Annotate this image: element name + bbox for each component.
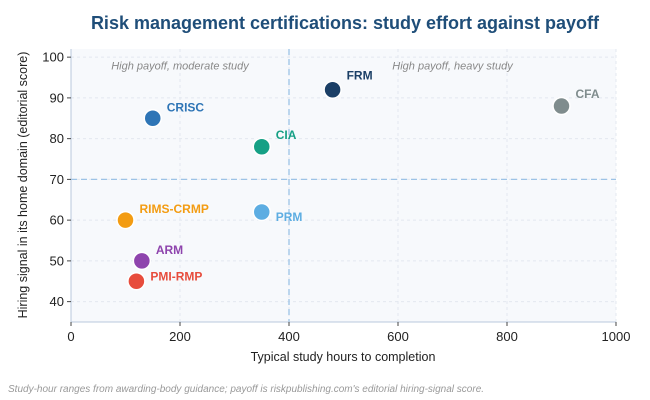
point-rims-crmp: [116, 210, 135, 230]
point-label-cfa: CFA: [576, 87, 600, 101]
point-label-arm: ARM: [156, 243, 183, 257]
x-tick-label: 800: [496, 329, 518, 344]
x-tick-label: 600: [387, 329, 409, 344]
point-label-crisc: CRISC: [167, 100, 205, 114]
point-frm: [323, 80, 342, 99]
x-tick-label: 0: [67, 329, 74, 344]
y-axis-title: Hiring signal in its home domain (editor…: [16, 52, 30, 319]
x-axis-title: Typical study hours to completion: [251, 350, 436, 364]
annotations: High payoff, moderate study High payoff, …: [111, 60, 514, 72]
point-label-pmi-rmp: PMI-RMP: [150, 269, 202, 283]
x-tick-label: 1000: [602, 329, 631, 344]
point-label-cia: CIA: [276, 128, 297, 142]
point-label-rims-crmp: RIMS-CRMP: [140, 202, 209, 216]
point-crisc: [143, 109, 162, 128]
y-tick-label: 40: [50, 294, 64, 309]
y-tick-label: 70: [50, 172, 64, 187]
y-tick-label: 100: [42, 50, 64, 65]
point-arm: [132, 251, 152, 271]
y-tick-label: 60: [50, 213, 64, 228]
quadrant-annotation: High payoff, heavy study: [392, 60, 514, 72]
point-label-prm: PRM: [276, 210, 303, 224]
plot-area: [71, 49, 616, 322]
point-cfa: [552, 96, 571, 116]
footnote: Study-hour ranges from awarding-body gui…: [8, 384, 484, 395]
point-cia: [252, 137, 271, 157]
point-labels: FRM CFA CRISC CIA RIMS-CRMP PRM ARM PMI-RMP: [140, 69, 600, 284]
axes: 0 200 400 600 800 1000 40 50 60 70 80 90 100: [42, 49, 630, 344]
chart-title: Risk management certifications: study ef…: [91, 13, 600, 33]
y-tick-label: 50: [50, 253, 64, 268]
point-pmi-rmp: [127, 272, 146, 291]
x-tick-label: 400: [278, 329, 300, 344]
data-points: [116, 80, 571, 291]
point-prm: [252, 202, 271, 222]
y-tick-label: 90: [50, 90, 64, 105]
point-label-frm: FRM: [347, 69, 373, 83]
quadrant-annotation: High payoff, moderate study: [111, 60, 250, 72]
x-tick-label: 200: [169, 329, 191, 344]
reference-lines: [71, 49, 616, 322]
y-tick-label: 80: [50, 131, 64, 146]
